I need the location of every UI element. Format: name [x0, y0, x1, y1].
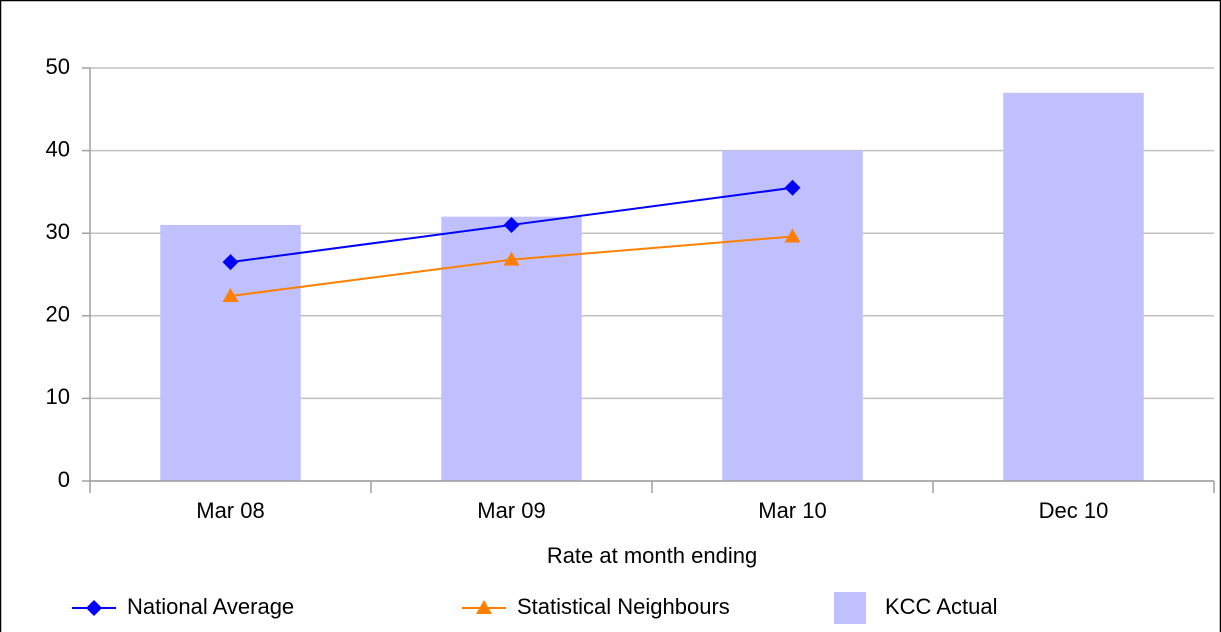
- legend-marker: [86, 600, 102, 616]
- y-tick-label: 20: [46, 302, 70, 327]
- point: [222, 254, 239, 271]
- legend-label: National Average: [127, 594, 294, 619]
- legend-label: Statistical Neighbours: [517, 594, 730, 619]
- x-tick-label: Dec 10: [1039, 498, 1109, 523]
- x-axis-title: Rate at month ending: [547, 543, 757, 568]
- x-tick-label: Mar 10: [758, 498, 826, 523]
- legend-swatch: [834, 592, 866, 624]
- y-tick-label: 40: [46, 136, 70, 161]
- bar: [1003, 92, 1144, 481]
- point: [503, 216, 520, 233]
- y-tick-label: 50: [46, 54, 70, 79]
- y-tick-label: 0: [58, 467, 70, 492]
- point: [222, 287, 239, 302]
- legend-marker: [476, 600, 492, 614]
- y-tick-label: 10: [46, 384, 70, 409]
- bar: [722, 150, 863, 481]
- point: [784, 179, 801, 196]
- point: [784, 228, 801, 243]
- point: [503, 251, 520, 266]
- y-tick-label: 30: [46, 219, 70, 244]
- x-tick-label: Mar 09: [477, 498, 545, 523]
- x-tick-label: Mar 08: [196, 498, 264, 523]
- legend-label: KCC Actual: [885, 594, 998, 619]
